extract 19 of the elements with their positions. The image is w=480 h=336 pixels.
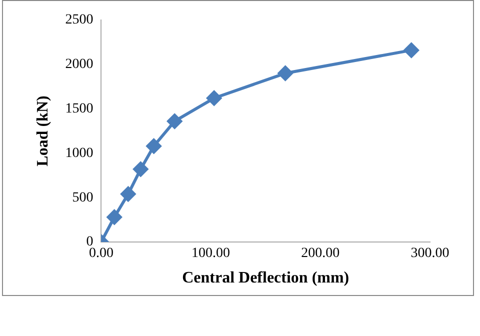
- y-tick-label: 500: [72, 190, 94, 206]
- point: [206, 90, 222, 106]
- x-axis-title: Central Deflection (mm): [182, 270, 350, 287]
- x-tick-label: 0.00: [88, 246, 114, 262]
- y-axis-title: Load (kN): [34, 96, 52, 166]
- point: [278, 66, 293, 81]
- y-tick-label: 1000: [65, 146, 94, 161]
- point: [133, 162, 148, 177]
- point: [106, 210, 122, 225]
- x-tick-label: 200.00: [301, 246, 340, 262]
- point: [404, 42, 419, 58]
- point: [167, 114, 182, 129]
- y-tick-label: 2000: [65, 57, 94, 72]
- point: [146, 138, 162, 154]
- x-tick-label: 300.00: [410, 246, 450, 262]
- point: [120, 186, 136, 202]
- y-tick-label: 2500: [65, 12, 94, 28]
- y-tick-label: 1500: [65, 101, 94, 116]
- x-tick-label: 100.00: [192, 246, 230, 262]
